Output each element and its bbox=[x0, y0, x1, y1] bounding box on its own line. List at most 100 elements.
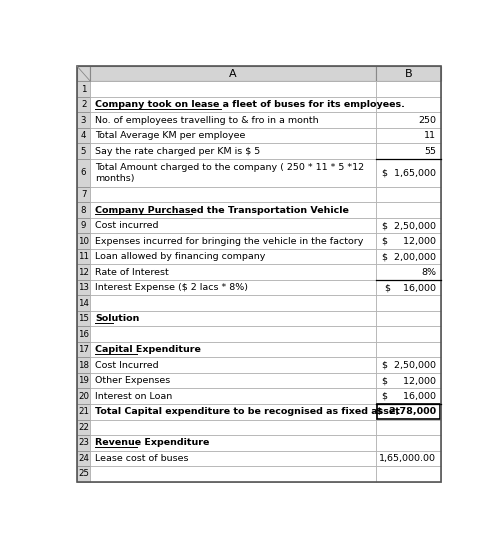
Bar bbox=[91, 311, 376, 326]
Bar bbox=[77, 358, 91, 373]
Bar bbox=[376, 234, 441, 249]
Bar bbox=[77, 264, 91, 280]
Bar bbox=[376, 112, 441, 128]
Text: Cost Incurred: Cost Incurred bbox=[95, 361, 159, 370]
Text: Total Average KM per employee: Total Average KM per employee bbox=[95, 131, 246, 140]
Bar bbox=[77, 97, 91, 112]
Text: Solution: Solution bbox=[95, 314, 139, 323]
Bar bbox=[376, 280, 441, 295]
Bar bbox=[91, 404, 376, 420]
Bar bbox=[376, 249, 441, 264]
Bar bbox=[77, 144, 91, 159]
Bar bbox=[376, 450, 441, 466]
Bar bbox=[77, 326, 91, 342]
Text: 20: 20 bbox=[78, 392, 89, 401]
Bar bbox=[91, 326, 376, 342]
Bar bbox=[91, 97, 376, 112]
Bar bbox=[376, 466, 441, 481]
Text: $  2,00,000: $ 2,00,000 bbox=[382, 252, 436, 261]
Text: Company Purchased the Transportation Vehicle: Company Purchased the Transportation Veh… bbox=[95, 205, 349, 215]
Text: Cost incurred: Cost incurred bbox=[95, 221, 158, 230]
Text: 11: 11 bbox=[424, 131, 436, 140]
Bar bbox=[376, 187, 441, 202]
Text: Lease cost of buses: Lease cost of buses bbox=[95, 454, 188, 463]
Bar bbox=[376, 66, 441, 81]
Bar bbox=[77, 112, 91, 128]
Text: 23: 23 bbox=[78, 438, 89, 447]
Bar bbox=[91, 218, 376, 234]
Text: Company took on lease a fleet of buses for its employees.: Company took on lease a fleet of buses f… bbox=[95, 100, 405, 109]
Text: $  2,78,000: $ 2,78,000 bbox=[376, 407, 436, 416]
Bar bbox=[91, 112, 376, 128]
Text: Expenses incurred for bringing the vehicle in the factory: Expenses incurred for bringing the vehic… bbox=[95, 237, 364, 246]
Text: Total Capital expenditure to be recognised as fixed asset: Total Capital expenditure to be recognis… bbox=[95, 407, 400, 416]
Bar bbox=[77, 420, 91, 435]
Bar bbox=[77, 342, 91, 358]
Bar bbox=[91, 466, 376, 481]
Text: 9: 9 bbox=[81, 221, 86, 230]
Bar bbox=[376, 326, 441, 342]
Text: 10: 10 bbox=[78, 237, 89, 246]
Bar bbox=[77, 218, 91, 234]
Bar bbox=[376, 97, 441, 112]
Bar bbox=[376, 389, 441, 404]
Text: $  2,50,000: $ 2,50,000 bbox=[382, 361, 436, 370]
Text: 11: 11 bbox=[78, 252, 89, 261]
Text: Interest on Loan: Interest on Loan bbox=[95, 392, 172, 401]
Text: 7: 7 bbox=[81, 190, 87, 199]
Bar bbox=[77, 373, 91, 389]
Text: Revenue Expenditure: Revenue Expenditure bbox=[95, 438, 210, 447]
Text: 1,65,000.00: 1,65,000.00 bbox=[379, 454, 436, 463]
Bar bbox=[91, 159, 376, 187]
Bar bbox=[77, 435, 91, 450]
Bar bbox=[91, 342, 376, 358]
Bar bbox=[91, 280, 376, 295]
Bar bbox=[91, 234, 376, 249]
Bar bbox=[77, 389, 91, 404]
Text: 16: 16 bbox=[78, 330, 89, 339]
Bar bbox=[376, 202, 441, 218]
Bar bbox=[91, 264, 376, 280]
Bar bbox=[376, 295, 441, 311]
Bar bbox=[376, 128, 441, 144]
Text: 15: 15 bbox=[78, 314, 89, 323]
Text: 18: 18 bbox=[78, 361, 89, 370]
Text: 24: 24 bbox=[78, 454, 89, 463]
Bar bbox=[77, 311, 91, 326]
Text: 12: 12 bbox=[78, 268, 89, 276]
Bar bbox=[376, 435, 441, 450]
Bar bbox=[376, 218, 441, 234]
Text: 13: 13 bbox=[78, 283, 89, 292]
Text: 4: 4 bbox=[81, 131, 87, 140]
Text: Capital Expenditure: Capital Expenditure bbox=[95, 345, 201, 354]
Text: Interest Expense ($ 2 lacs * 8%): Interest Expense ($ 2 lacs * 8%) bbox=[95, 283, 248, 292]
Bar bbox=[77, 280, 91, 295]
Text: Total Amount charged to the company ( 250 * 11 * 5 *12
months): Total Amount charged to the company ( 25… bbox=[95, 163, 364, 183]
Text: 55: 55 bbox=[424, 147, 436, 156]
Text: 22: 22 bbox=[78, 423, 89, 432]
Bar bbox=[91, 202, 376, 218]
Text: $     12,000: $ 12,000 bbox=[382, 376, 436, 385]
Text: 1: 1 bbox=[81, 85, 87, 94]
Bar bbox=[91, 187, 376, 202]
Bar bbox=[376, 159, 441, 187]
Text: Loan allowed by financing company: Loan allowed by financing company bbox=[95, 252, 265, 261]
Bar bbox=[376, 311, 441, 326]
Text: 14: 14 bbox=[78, 299, 89, 308]
Text: 3: 3 bbox=[81, 115, 87, 125]
Bar bbox=[77, 466, 91, 481]
Text: Other Expenses: Other Expenses bbox=[95, 376, 170, 385]
Text: $  2,50,000: $ 2,50,000 bbox=[382, 221, 436, 230]
Text: 25: 25 bbox=[78, 469, 89, 478]
Bar bbox=[91, 389, 376, 404]
Text: Rate of Interest: Rate of Interest bbox=[95, 268, 169, 276]
Text: No. of employees travelling to & fro in a month: No. of employees travelling to & fro in … bbox=[95, 115, 319, 125]
Text: 6: 6 bbox=[81, 169, 87, 177]
Bar bbox=[91, 144, 376, 159]
Bar bbox=[77, 234, 91, 249]
Bar bbox=[77, 128, 91, 144]
Bar bbox=[376, 373, 441, 389]
Bar bbox=[77, 404, 91, 420]
Bar bbox=[77, 295, 91, 311]
Text: 8%: 8% bbox=[421, 268, 436, 276]
